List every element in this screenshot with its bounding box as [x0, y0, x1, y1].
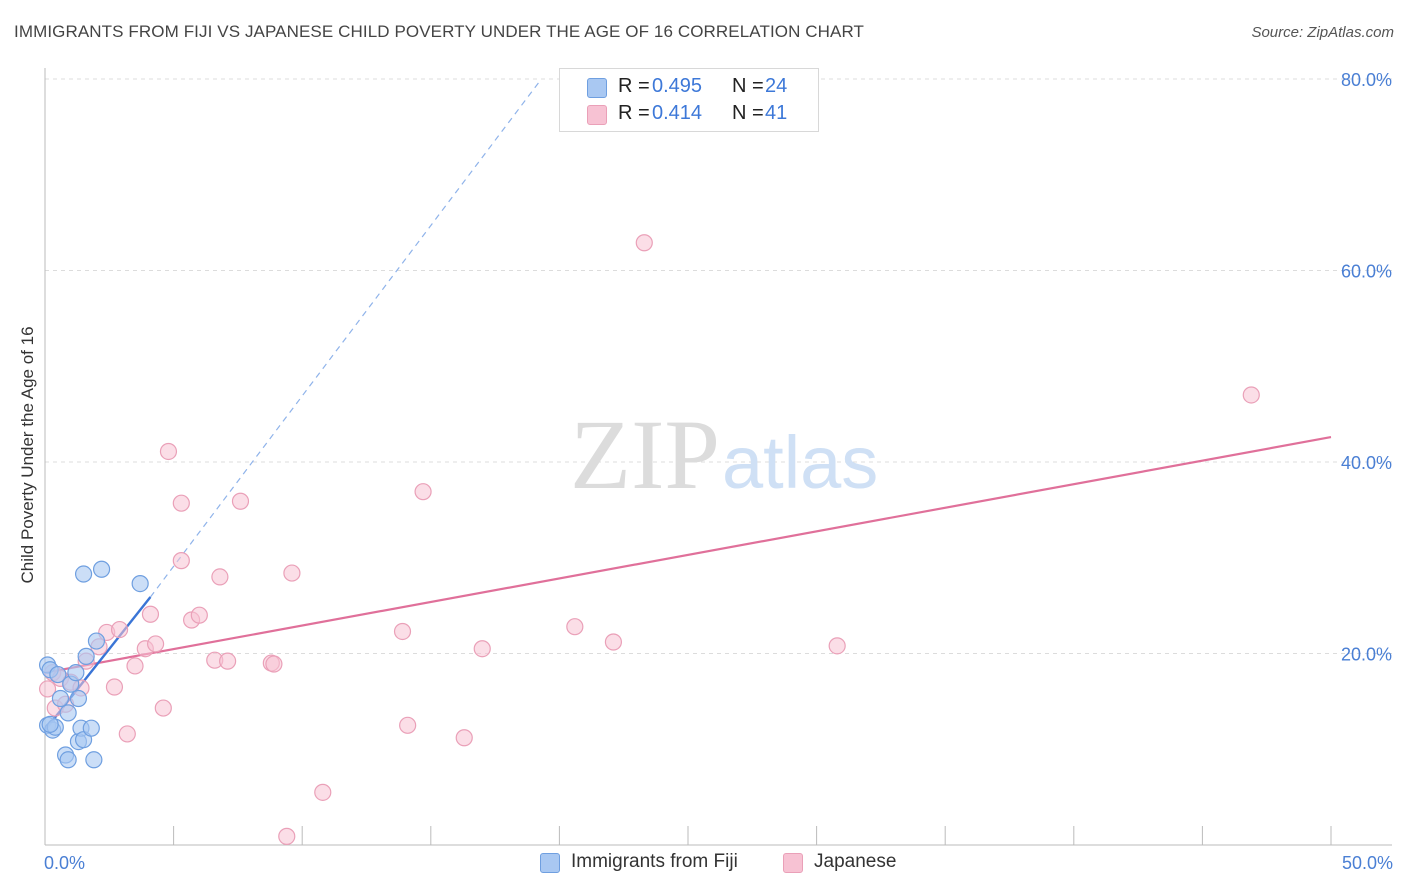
n-label: N = — [732, 102, 764, 124]
watermark-atlas: atlas — [722, 421, 878, 504]
fiji-point — [59, 704, 77, 722]
japanese-point — [473, 640, 491, 658]
correlation-legend: R = 0.495 N = 24 R = 0.414 N = 41 — [559, 68, 819, 132]
fiji-point — [49, 665, 67, 684]
japanese-point — [38, 680, 57, 698]
n-label: N = — [732, 75, 764, 97]
japanese-point — [604, 633, 623, 651]
japanese-legend-label: Japanese — [814, 851, 897, 872]
japanese-point — [399, 716, 417, 734]
watermark-zip: ZIP — [570, 399, 720, 510]
fiji-point — [59, 751, 77, 769]
japanese-point — [566, 618, 584, 636]
fiji-trend-extension — [149, 78, 542, 598]
fiji-point — [77, 647, 95, 665]
japanese-point — [219, 652, 237, 670]
n-value: 41 — [765, 102, 788, 124]
fiji-point — [74, 565, 93, 583]
japanese-point — [141, 605, 160, 623]
japanese-point — [172, 552, 190, 570]
japanese-trend-line — [44, 436, 1332, 674]
y-tick-label: 40.0% — [1341, 453, 1392, 473]
japanese-point — [146, 635, 165, 653]
r-label: R = — [618, 102, 650, 124]
japanese-point — [283, 564, 301, 582]
fiji-legend-label: Immigrants from Fiji — [571, 851, 738, 872]
japanese-point — [118, 725, 136, 743]
japanese-point — [314, 783, 332, 801]
japanese-point — [105, 678, 124, 696]
x-tick-label: 50.0% — [1342, 853, 1393, 873]
japanese-point — [1242, 386, 1260, 404]
fiji-point — [85, 751, 103, 769]
japanese-point — [828, 637, 846, 655]
r-label: R = — [618, 75, 650, 97]
fiji-point — [69, 689, 88, 708]
japanese-point — [635, 234, 653, 252]
japanese-point — [231, 492, 250, 510]
fiji-point — [51, 689, 70, 708]
japanese-point — [278, 827, 296, 845]
japanese-point — [154, 699, 172, 717]
japanese-point — [172, 494, 190, 512]
fiji-point — [67, 664, 85, 682]
tick-labels: 20.0% 40.0% 60.0% 80.0% 0.0% 50.0% — [44, 70, 1393, 873]
axes — [44, 68, 1392, 846]
fiji-point — [92, 560, 111, 578]
series-legend: Immigrants from Fiji Japanese — [0, 851, 1406, 877]
gridlines — [45, 78, 1392, 654]
japanese-point — [414, 483, 432, 501]
r-value: 0.414 — [652, 102, 703, 124]
y-tick-label: 60.0% — [1341, 262, 1392, 282]
japanese-point — [159, 442, 178, 461]
japanese-point — [211, 568, 229, 586]
fiji-point — [87, 632, 106, 650]
chart-title: IMMIGRANTS FROM FIJI VS JAPANESE CHILD P… — [14, 22, 865, 41]
y-tick-label: 80.0% — [1341, 70, 1392, 90]
y-tick-label: 20.0% — [1341, 645, 1392, 665]
data-points — [38, 234, 1260, 845]
japanese-point — [190, 606, 208, 624]
x-tick-label: 0.0% — [44, 853, 85, 873]
fiji-point — [41, 715, 59, 733]
japanese-point — [455, 729, 473, 747]
n-value: 24 — [765, 75, 788, 97]
r-value: 0.495 — [652, 75, 703, 97]
japanese-point — [265, 655, 283, 673]
fiji-point — [131, 575, 149, 593]
japanese-swatch — [587, 105, 607, 125]
japanese-point — [110, 620, 129, 639]
fiji-legend-swatch — [540, 853, 560, 873]
japanese-legend-swatch — [783, 853, 803, 873]
fiji-point — [82, 719, 100, 737]
fiji-swatch — [587, 78, 607, 98]
japanese-point — [393, 622, 412, 641]
source-label: Source: ZipAtlas.com — [1251, 24, 1394, 41]
japanese-point — [126, 657, 144, 675]
